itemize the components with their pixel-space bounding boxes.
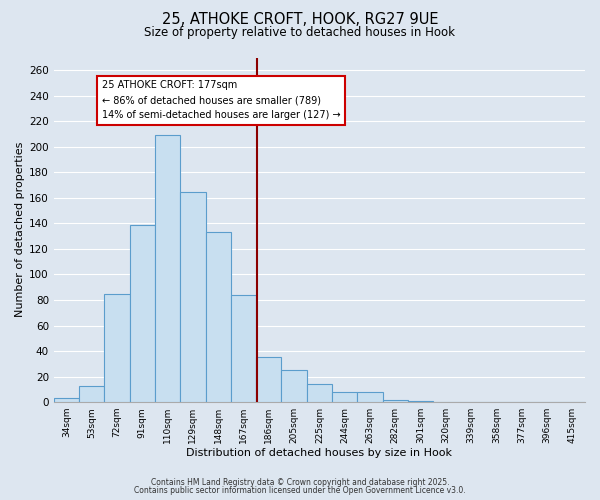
Bar <box>256 358 281 402</box>
Bar <box>130 224 155 402</box>
Bar <box>54 398 79 402</box>
Bar <box>206 232 231 402</box>
Text: 25 ATHOKE CROFT: 177sqm
← 86% of detached houses are smaller (789)
14% of semi-d: 25 ATHOKE CROFT: 177sqm ← 86% of detache… <box>102 80 340 120</box>
Bar <box>358 392 383 402</box>
X-axis label: Distribution of detached houses by size in Hook: Distribution of detached houses by size … <box>187 448 452 458</box>
Bar <box>79 386 104 402</box>
Bar <box>281 370 307 402</box>
Bar <box>104 294 130 402</box>
Text: Size of property relative to detached houses in Hook: Size of property relative to detached ho… <box>145 26 455 39</box>
Bar <box>383 400 408 402</box>
Bar <box>307 384 332 402</box>
Bar <box>408 401 433 402</box>
Bar <box>155 136 180 402</box>
Y-axis label: Number of detached properties: Number of detached properties <box>15 142 25 318</box>
Text: 25, ATHOKE CROFT, HOOK, RG27 9UE: 25, ATHOKE CROFT, HOOK, RG27 9UE <box>162 12 438 28</box>
Bar <box>332 392 358 402</box>
Bar <box>180 192 206 402</box>
Text: Contains HM Land Registry data © Crown copyright and database right 2025.: Contains HM Land Registry data © Crown c… <box>151 478 449 487</box>
Bar <box>231 295 256 402</box>
Text: Contains public sector information licensed under the Open Government Licence v3: Contains public sector information licen… <box>134 486 466 495</box>
